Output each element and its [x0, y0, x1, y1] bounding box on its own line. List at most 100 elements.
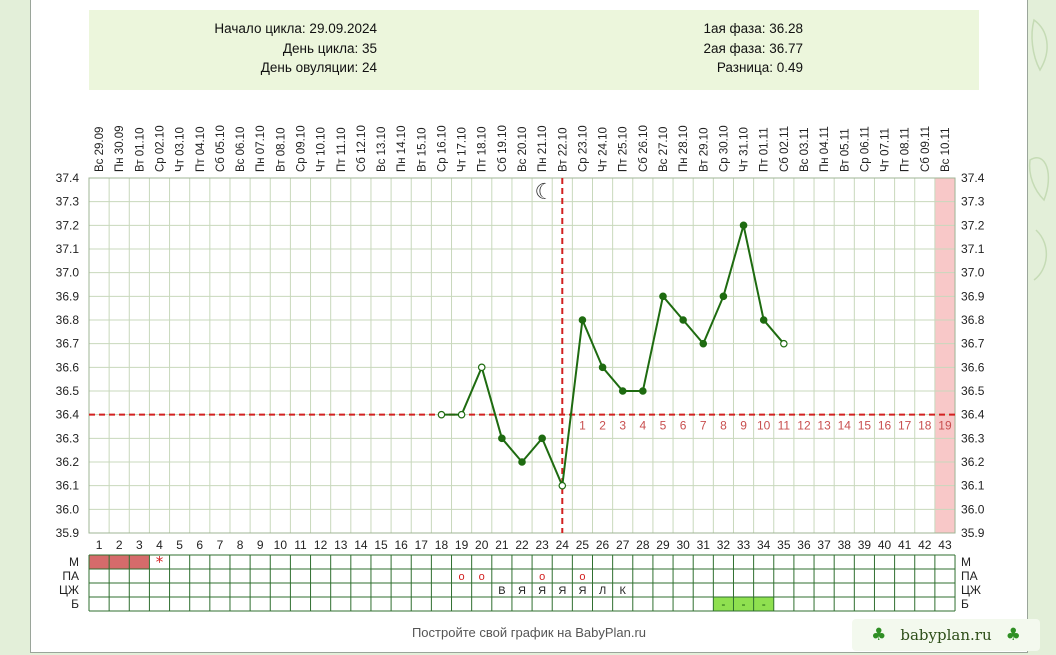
y-tick-label-left: 36.1 [56, 479, 80, 493]
temperature-point [699, 339, 708, 348]
clover-icon: ♣ [871, 625, 887, 645]
day-number-label: 4 [156, 538, 163, 552]
temperature-point [477, 363, 486, 372]
day-number-label: 15 [374, 538, 388, 552]
temperature-point [679, 316, 687, 324]
date-label: Сб 05.10 [215, 125, 227, 172]
cervical-fluid-code: В [498, 585, 505, 597]
day-number-label: 38 [838, 538, 852, 552]
day-number-label: 23 [535, 538, 549, 552]
date-label: Вт 01.10 [134, 127, 146, 172]
date-label: Сб 02.11 [779, 126, 791, 172]
temperature-point [498, 434, 506, 443]
temperature-point [759, 316, 768, 324]
luteal-day-label: 16 [878, 419, 892, 433]
test-cell [733, 597, 754, 611]
day-number-label: 27 [616, 538, 630, 552]
y-tick-label-left: 36.8 [56, 313, 80, 327]
row-label-right: ПА [961, 569, 978, 583]
y-tick-label-right: 37.1 [961, 242, 985, 256]
date-label: Сб 19.10 [497, 125, 509, 172]
y-tick-label-left: 36.6 [56, 360, 80, 374]
luteal-day-label: 1 [579, 419, 586, 433]
footer-text[interactable]: Постройте свой график на BabyPlan.ru [411, 625, 647, 640]
luteal-day-label: 9 [740, 419, 747, 433]
date-label: Вт 08.10 [275, 127, 287, 172]
day-number-label: 20 [475, 538, 489, 552]
date-label: Пн 07.10 [255, 125, 267, 172]
date-label: Пт 04.10 [195, 126, 207, 172]
date-label: Чт 31.10 [739, 127, 751, 172]
temperature-point [618, 387, 627, 395]
luteal-day-label: 15 [858, 419, 872, 433]
y-tick-label-right: 36.7 [961, 337, 985, 351]
date-label: Вс 27.10 [658, 127, 670, 172]
date-label: Чт 10.10 [316, 127, 328, 172]
date-label: Вт 29.10 [698, 127, 710, 172]
phase-info: 1ая фаза: 36.28 2ая фаза: 36.77 Разница:… [649, 19, 803, 78]
phase-2-temp: 2ая фаза: 36.77 [703, 40, 803, 56]
date-label: Пн 28.10 [678, 125, 690, 172]
luteal-day-label: 17 [898, 419, 912, 433]
day-number-label: 10 [274, 538, 288, 552]
y-tick-label-left: 35.9 [56, 526, 80, 540]
date-label: Пт 11.10 [336, 127, 348, 172]
y-tick-label-left: 36.4 [56, 408, 80, 422]
y-tick-label-left: 37.0 [56, 266, 80, 280]
y-tick-label-left: 36.0 [56, 502, 80, 516]
luteal-day-label: 4 [640, 419, 647, 433]
date-label: Сб 09.11 [920, 126, 932, 172]
day-number-label: 24 [556, 538, 570, 552]
y-tick-label-left: 36.7 [56, 337, 80, 351]
cycle-info: Начало цикла: 29.09.2024 День цикла: 35 … [185, 19, 377, 78]
y-tick-label-left: 37.1 [56, 242, 80, 256]
y-tick-label-right: 36.6 [961, 360, 985, 374]
intercourse-mark: o [459, 571, 465, 583]
brand-badge[interactable]: ♣ babyplan.ru ♣ [852, 619, 1040, 651]
row-label-left: ПА [62, 569, 79, 583]
temperature-point [558, 481, 567, 490]
date-label: Ср 09.10 [295, 125, 307, 172]
y-tick-label-right: 36.1 [961, 479, 985, 493]
row-label-left: ЦЖ [59, 583, 79, 597]
row-label-right: Б [961, 597, 969, 611]
day-number-label: 1 [96, 538, 103, 552]
day-number-label: 5 [176, 538, 183, 552]
row-label-right: ЦЖ [961, 583, 981, 597]
temperature-point [578, 316, 587, 324]
date-label: Пт 25.10 [618, 126, 630, 172]
day-number-label: 37 [817, 538, 831, 552]
day-number-label: 7 [217, 538, 224, 552]
day-number-label: 33 [737, 538, 751, 552]
temperature-point [538, 434, 546, 443]
date-label: Сб 26.10 [638, 125, 650, 172]
day-number-label: 9 [257, 538, 264, 552]
y-tick-label-left: 36.5 [56, 384, 80, 398]
day-number-label: 22 [515, 538, 529, 552]
date-label: Вт 05.11 [839, 128, 851, 172]
y-tick-label-right: 37.4 [961, 171, 985, 185]
day-number-label: 30 [676, 538, 690, 552]
day-number-label: 2 [116, 538, 123, 552]
temperature-point [659, 292, 667, 301]
row-label-right: М [961, 555, 971, 569]
plot-border [88, 177, 956, 534]
cervical-fluid-code: Я [578, 585, 586, 597]
brand-name: babyplan.ru [900, 626, 992, 644]
cycle-start: Начало цикла: 29.09.2024 [214, 21, 377, 36]
highlight-column [934, 178, 956, 533]
clover-icon: ♣ [1005, 625, 1021, 645]
luteal-day-label: 3 [619, 419, 626, 433]
date-label: Вс 20.10 [517, 127, 529, 172]
day-number-label: 35 [777, 538, 791, 552]
luteal-day-label: 19 [938, 419, 952, 433]
decorative-leaf-pattern [1028, 18, 1050, 281]
day-number-label: 43 [938, 538, 952, 552]
date-label: Вт 15.10 [416, 127, 428, 172]
ovulation-day: День овуляции: 24 [260, 60, 377, 75]
row-label-left: Б [71, 597, 79, 611]
cycle-summary-box: Начало цикла: 29.09.2024 День цикла: 35 … [89, 10, 979, 90]
temperature-point [719, 292, 728, 301]
date-label: Чт 03.10 [175, 127, 187, 172]
day-number-label: 28 [636, 538, 650, 552]
